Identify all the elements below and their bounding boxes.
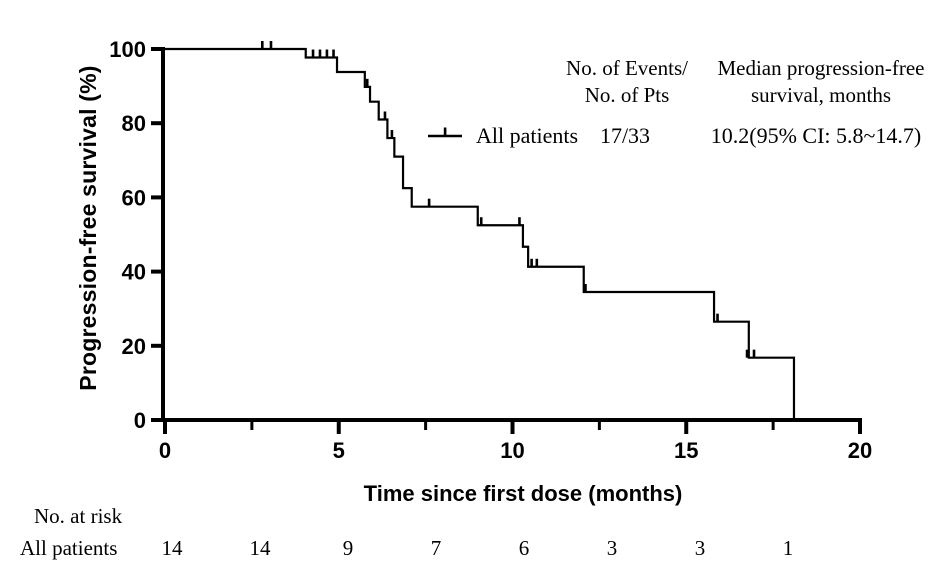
legend-events-header-line1: No. of Events/ (566, 56, 688, 80)
risk-count: 1 (782, 536, 794, 560)
risk-count: 3 (694, 536, 706, 560)
censor-mark (479, 217, 483, 226)
y-tick-label: 80 (122, 111, 146, 136)
risk-count: 7 (430, 536, 442, 560)
risk-count: 3 (606, 536, 618, 560)
x-axis-title: Time since first dose (months) (363, 481, 683, 506)
x-tick-label: 10 (500, 438, 524, 463)
risk-count: 14 (161, 536, 183, 560)
censor-mark (269, 41, 273, 49)
risk-count: 14 (249, 536, 271, 560)
censor-mark (332, 49, 335, 58)
risk-table-row-label: All patients (20, 536, 118, 560)
x-tick-label: 0 (159, 438, 171, 463)
legend-median-header-line2: survival, months (751, 83, 891, 107)
y-tick-label: 0 (134, 408, 146, 433)
censor-mark (383, 111, 387, 120)
legend-median-header: Median progression-free survival, months (696, 55, 931, 109)
x-tick-label: 20 (848, 438, 872, 463)
risk-count: 9 (342, 536, 354, 560)
risk-count: 6 (518, 536, 530, 560)
legend-key-censor-tick (443, 127, 447, 137)
legend-events-value: 17/33 (599, 123, 651, 148)
y-axis-title: Progression-free survival (%) (75, 65, 101, 391)
legend-events-header-line2: No. of Pts (584, 83, 670, 107)
legend-series-label: All patients (476, 123, 579, 148)
y-tick-label: 100 (109, 37, 146, 62)
x-tick-label: 5 (333, 438, 345, 463)
censor-mark (261, 41, 264, 49)
risk-table-counts-row: 14 14 9 7 6 3 3 1 (128, 536, 832, 561)
censor-mark (427, 198, 431, 207)
censor-mark (390, 130, 394, 139)
y-tick-label: 20 (122, 334, 146, 359)
censor-mark (530, 258, 533, 267)
censor-mark (716, 313, 719, 322)
censor-mark (518, 217, 521, 226)
legend-median-header-line1: Median progression-free (717, 56, 925, 80)
risk-table-title: No. at risk (34, 504, 123, 528)
censor-mark (745, 349, 749, 358)
y-tick-label: 60 (122, 185, 146, 210)
y-tick-label: 40 (122, 260, 146, 285)
censor-mark (318, 49, 322, 58)
censor-mark (311, 49, 315, 58)
km-curve (165, 47, 796, 420)
censor-mark (325, 49, 329, 58)
censor-mark (535, 258, 539, 267)
x-tick-label: 15 (674, 438, 698, 463)
legend-median-value: 10.2(95% CI: 5.8~14.7) (710, 123, 922, 148)
censor-mark (752, 349, 756, 358)
legend-events-header: No. of Events/ No. of Pts (527, 55, 727, 109)
censor-mark (365, 78, 369, 87)
censor-mark (584, 284, 587, 293)
